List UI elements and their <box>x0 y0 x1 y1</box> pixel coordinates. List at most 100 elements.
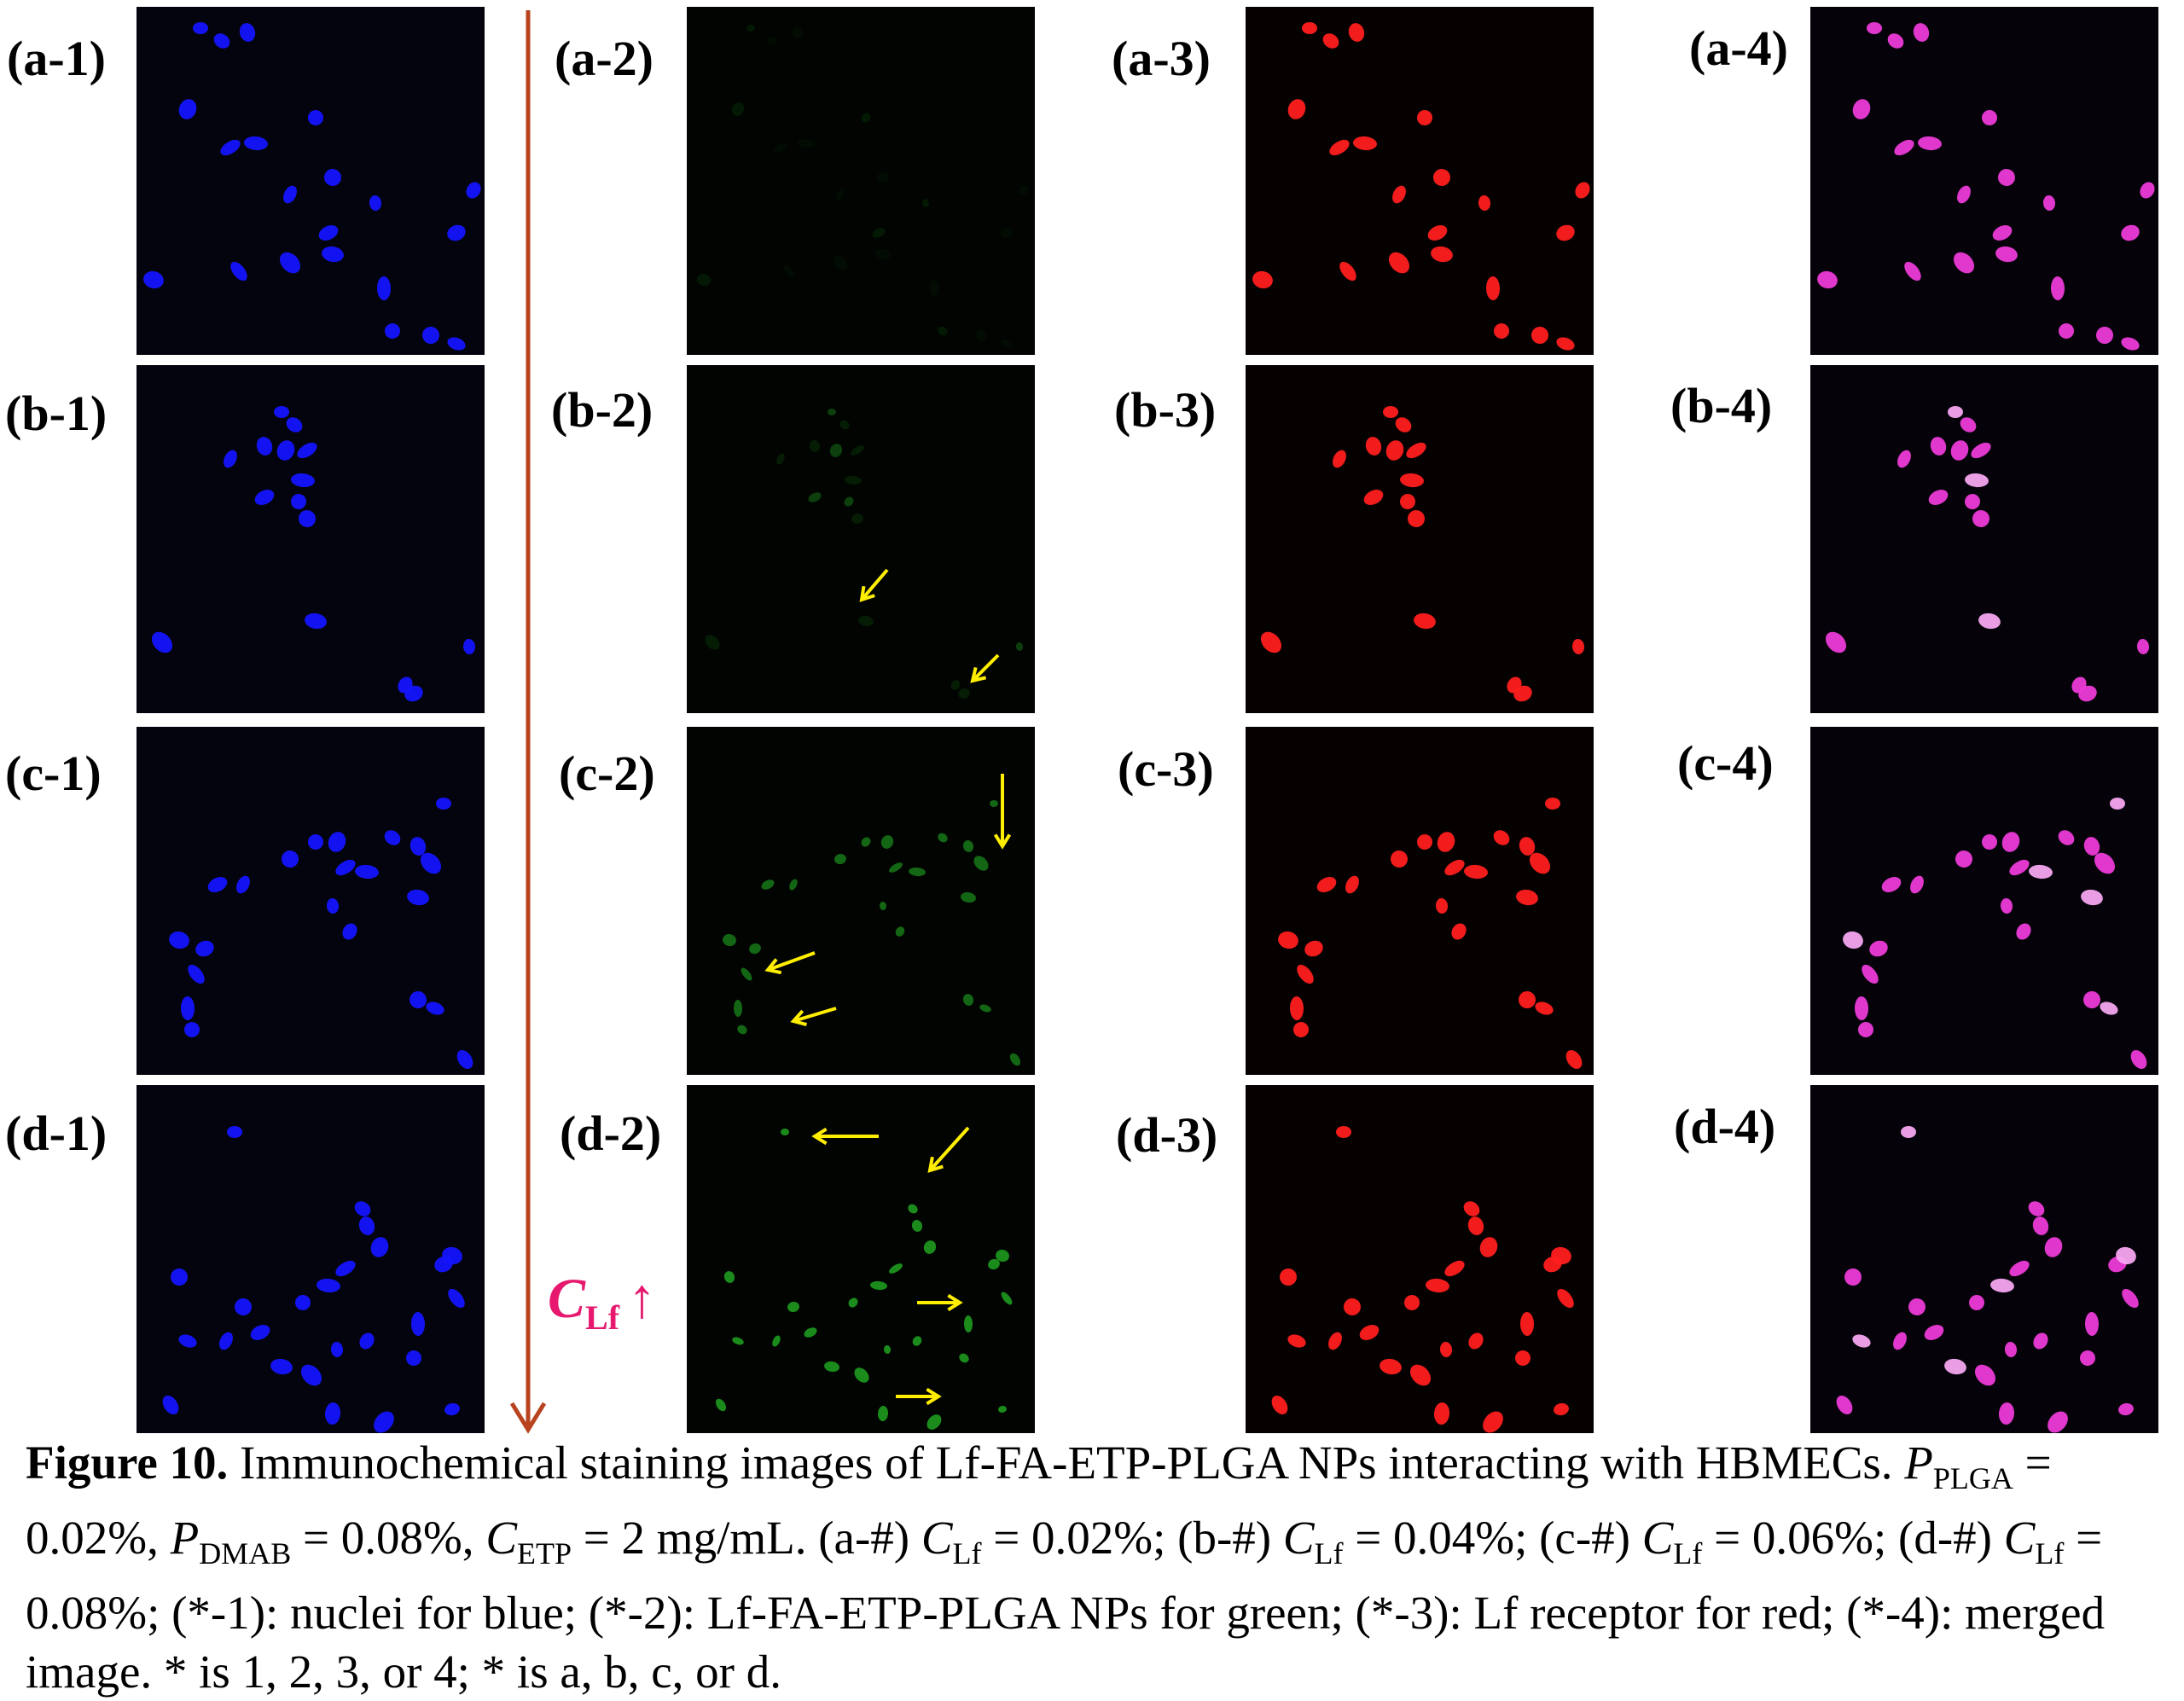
caption-sub-lf: Lf <box>952 1536 982 1570</box>
annotation-arrow <box>764 951 816 975</box>
merged-cell <box>1998 1402 2015 1425</box>
green-signal <box>875 248 891 260</box>
green-signal <box>1001 227 1013 239</box>
red-cell <box>1444 1260 1465 1277</box>
green-signal <box>746 25 755 32</box>
panel-a-3 <box>1246 7 1594 355</box>
blue-cell <box>295 1295 311 1310</box>
red-cell <box>1431 246 1453 263</box>
merged-cell <box>1969 1295 1984 1310</box>
red-cell <box>1439 1342 1453 1357</box>
red-cell <box>1280 1268 1297 1286</box>
caption-var-c: C <box>921 1512 953 1564</box>
red-cell <box>1392 185 1406 204</box>
green-signal <box>829 444 843 457</box>
merged-cell <box>2050 276 2065 300</box>
green-signal <box>923 1240 937 1254</box>
blue-cell <box>274 406 289 418</box>
panel-b-4 <box>1810 365 2158 713</box>
merged-cell <box>2078 685 2097 702</box>
caption-text-7: = 0.06%; (d-#) <box>1702 1512 2004 1564</box>
blue-cell <box>342 923 357 940</box>
green-signal <box>938 326 948 336</box>
green-signal <box>844 496 854 507</box>
merged-cell <box>2121 337 2140 351</box>
green-signal <box>845 475 862 485</box>
red-cell <box>1575 182 1590 199</box>
red-cell <box>1406 442 1426 459</box>
panel-d-3 <box>1246 1085 1594 1433</box>
panel-b-1 <box>136 365 485 713</box>
red-cell <box>1417 110 1432 125</box>
merged-cell <box>1953 252 1975 274</box>
caption-sub-lf: Lf <box>1673 1536 1703 1570</box>
caption-var-c: C <box>2003 1512 2036 1564</box>
merged-cell <box>1825 631 1847 653</box>
caption-sub-dmab: DMAB <box>199 1536 292 1570</box>
red-cell <box>1329 139 1350 156</box>
merged-cell <box>1928 490 1949 505</box>
blue-cell <box>276 440 295 461</box>
red-cell <box>1304 940 1323 957</box>
green-signal <box>798 138 815 148</box>
green-signal <box>950 680 961 690</box>
merged-cell <box>2029 864 2053 880</box>
red-cell <box>1353 136 1377 151</box>
blue-cell <box>143 270 164 289</box>
annotation-arrow <box>811 1127 879 1146</box>
merged-cell <box>2028 1201 2045 1216</box>
red-cell <box>1400 494 1415 509</box>
merged-cell <box>1817 270 1838 289</box>
blue-cell <box>300 1364 322 1386</box>
red-cell <box>1278 931 1298 949</box>
red-cell <box>1395 417 1412 433</box>
blue-cell <box>254 490 275 505</box>
label-a-4: (a-4) <box>1689 20 1788 76</box>
red-cell <box>1414 612 1436 630</box>
merged-cell <box>2130 1050 2147 1069</box>
caption-text-3: = 0.08%, <box>291 1512 486 1564</box>
blue-cell <box>195 940 214 957</box>
blue-cell <box>236 875 250 894</box>
blue-cell <box>318 225 339 241</box>
blue-cell <box>256 437 273 456</box>
red-cell <box>1519 991 1536 1008</box>
blue-cell <box>335 859 356 876</box>
caption-text-1: Immunochemical staining images of Lf-FA-… <box>228 1437 1905 1489</box>
merged-cell <box>1852 1334 1871 1348</box>
blue-cell <box>448 1288 465 1309</box>
merged-cell <box>2009 859 2030 876</box>
green-signal <box>783 264 795 278</box>
red-cell <box>1444 859 1465 876</box>
blue-cell <box>279 252 301 274</box>
red-cell <box>1551 1246 1571 1265</box>
merged-cell <box>1974 1364 1996 1386</box>
merged-cell <box>1843 931 1863 949</box>
blue-cell <box>188 964 205 984</box>
panel-c-1 <box>136 727 485 1075</box>
merged-cell <box>2122 1288 2139 1309</box>
green-signal <box>772 1335 781 1347</box>
red-cell <box>1557 1288 1574 1309</box>
blue-cell <box>220 139 241 156</box>
green-signal <box>1015 642 1024 651</box>
panel-b-3 <box>1246 365 1594 713</box>
blue-cell <box>324 169 341 186</box>
blue-cell <box>244 136 268 151</box>
merged-cell <box>2118 1402 2134 1416</box>
green-signal <box>975 329 987 341</box>
blue-cell <box>376 276 392 300</box>
red-cell <box>1483 1411 1503 1433</box>
green-signal <box>749 943 761 955</box>
merged-cell <box>1981 110 1997 125</box>
blue-cell <box>466 182 481 199</box>
blue-cell <box>282 850 299 868</box>
blue-cell <box>250 1325 270 1340</box>
green-signal <box>861 837 871 847</box>
green-signal <box>715 1398 727 1412</box>
caption-var-p: P <box>170 1512 200 1564</box>
blue-cell <box>422 327 439 344</box>
trend-arrow-head <box>509 1402 547 1434</box>
green-signal <box>836 189 845 200</box>
red-cell <box>1451 923 1467 940</box>
